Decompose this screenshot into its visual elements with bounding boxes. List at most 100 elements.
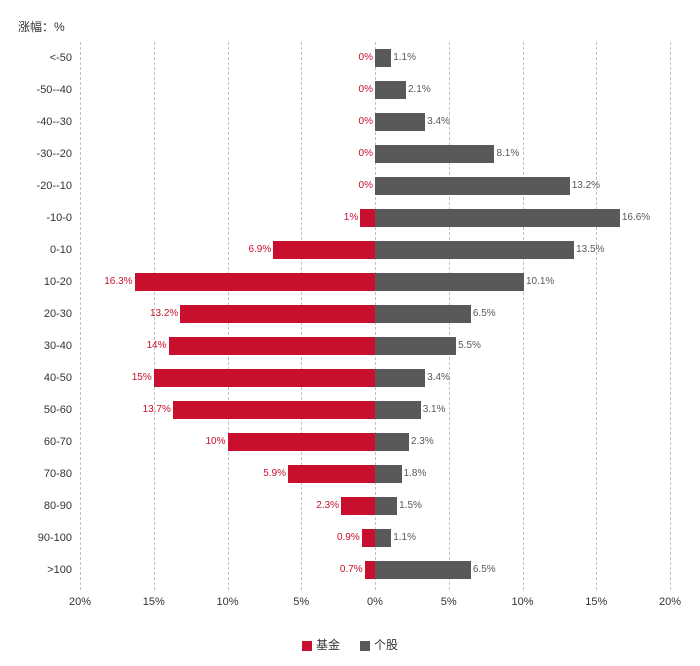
- bar-left: [228, 433, 376, 451]
- bar-left: [362, 529, 375, 547]
- category-label: 60-70: [12, 426, 72, 458]
- value-label-left: 0%: [359, 74, 373, 106]
- value-label-left: 10%: [205, 426, 225, 458]
- value-label-right: 3.4%: [427, 106, 450, 138]
- value-label-left: 15%: [132, 362, 152, 394]
- bar-right: [375, 113, 425, 131]
- chart-row: 30-4014%5.5%: [80, 330, 670, 362]
- category-label: -20--10: [12, 170, 72, 202]
- x-tick-label: 5%: [441, 596, 457, 608]
- bar-left: [169, 337, 376, 355]
- chart-row: 40-5015%3.4%: [80, 362, 670, 394]
- value-label-right: 16.6%: [622, 202, 650, 234]
- value-label-left: 13.2%: [150, 298, 178, 330]
- bar-left: [365, 561, 375, 579]
- value-label-left: 0.9%: [337, 522, 360, 554]
- legend-swatch: [302, 641, 312, 651]
- category-label: 50-60: [12, 394, 72, 426]
- x-tick-label: 20%: [659, 596, 681, 608]
- value-label-left: 2.3%: [316, 490, 339, 522]
- category-label: 30-40: [12, 330, 72, 362]
- value-label-right: 6.5%: [473, 554, 496, 586]
- bar-right: [375, 305, 471, 323]
- bar-left: [154, 369, 375, 387]
- legend-label: 基金: [316, 638, 340, 652]
- value-label-right: 6.5%: [473, 298, 496, 330]
- bar-left: [288, 465, 375, 483]
- chart-row: -20--100%13.2%: [80, 170, 670, 202]
- value-label-right: 1.8%: [404, 458, 427, 490]
- bar-left: [341, 497, 375, 515]
- bar-left: [360, 209, 375, 227]
- value-label-right: 1.5%: [399, 490, 422, 522]
- x-tick-label: 5%: [293, 596, 309, 608]
- chart-row: -50--400%2.1%: [80, 74, 670, 106]
- bar-left: [173, 401, 375, 419]
- bar-right: [375, 433, 409, 451]
- category-label: 90-100: [12, 522, 72, 554]
- category-label: 70-80: [12, 458, 72, 490]
- category-label: -10-0: [12, 202, 72, 234]
- chart-row: 0-106.9%13.5%: [80, 234, 670, 266]
- legend-item: 基金: [302, 636, 340, 653]
- bar-left: [135, 273, 375, 291]
- category-label: 0-10: [12, 234, 72, 266]
- x-tick-label: 20%: [69, 596, 91, 608]
- category-label: -50--40: [12, 74, 72, 106]
- value-label-right: 2.3%: [411, 426, 434, 458]
- legend-item: 个股: [360, 636, 398, 653]
- value-label-right: 10.1%: [526, 266, 554, 298]
- bar-right: [375, 529, 391, 547]
- value-label-left: 5.9%: [263, 458, 286, 490]
- chart-row: 70-805.9%1.8%: [80, 458, 670, 490]
- chart-row: 60-7010%2.3%: [80, 426, 670, 458]
- bar-right: [375, 497, 397, 515]
- category-label: -40--30: [12, 106, 72, 138]
- x-tick-label: 15%: [585, 596, 607, 608]
- chart-row: 50-6013.7%3.1%: [80, 394, 670, 426]
- bar-right: [375, 81, 406, 99]
- chart-row: 10-2016.3%10.1%: [80, 266, 670, 298]
- category-label: 10-20: [12, 266, 72, 298]
- value-label-left: 0%: [359, 170, 373, 202]
- x-tick-label: 10%: [511, 596, 533, 608]
- chart-container: 涨幅：% <-500%1.1%-50--400%2.1%-40--300%3.4…: [0, 0, 700, 666]
- category-label: >100: [12, 554, 72, 586]
- bar-left: [273, 241, 375, 259]
- value-label-right: 8.1%: [496, 138, 519, 170]
- chart-row: -30--200%8.1%: [80, 138, 670, 170]
- value-label-left: 16.3%: [104, 266, 132, 298]
- chart-row: -40--300%3.4%: [80, 106, 670, 138]
- bar-right: [375, 145, 494, 163]
- bar-right: [375, 273, 524, 291]
- value-label-left: 0.7%: [340, 554, 363, 586]
- bar-right: [375, 337, 456, 355]
- x-axis: 20%15%10%5%0%5%10%15%20%: [80, 592, 670, 612]
- value-label-right: 13.2%: [572, 170, 600, 202]
- value-label-right: 3.4%: [427, 362, 450, 394]
- chart-row: 80-902.3%1.5%: [80, 490, 670, 522]
- value-label-left: 14%: [146, 330, 166, 362]
- bar-left: [180, 305, 375, 323]
- value-label-right: 5.5%: [458, 330, 481, 362]
- value-label-right: 1.1%: [393, 522, 416, 554]
- value-label-left: 0%: [359, 106, 373, 138]
- bar-right: [375, 209, 620, 227]
- plot-area: <-500%1.1%-50--400%2.1%-40--300%3.4%-30-…: [80, 42, 670, 590]
- value-label-left: 6.9%: [248, 234, 271, 266]
- x-tick-label: 15%: [143, 596, 165, 608]
- chart-row: 90-1000.9%1.1%: [80, 522, 670, 554]
- bar-right: [375, 49, 391, 67]
- x-tick-label: 10%: [216, 596, 238, 608]
- bar-right: [375, 241, 574, 259]
- value-label-left: 13.7%: [143, 394, 171, 426]
- value-label-right: 1.1%: [393, 42, 416, 74]
- legend: 基金 个股: [0, 636, 700, 653]
- y-axis-title: 涨幅：%: [18, 18, 65, 35]
- value-label-left: 1%: [344, 202, 358, 234]
- value-label-right: 2.1%: [408, 74, 431, 106]
- category-label: 80-90: [12, 490, 72, 522]
- bar-right: [375, 177, 570, 195]
- bar-right: [375, 561, 471, 579]
- value-label-left: 0%: [359, 138, 373, 170]
